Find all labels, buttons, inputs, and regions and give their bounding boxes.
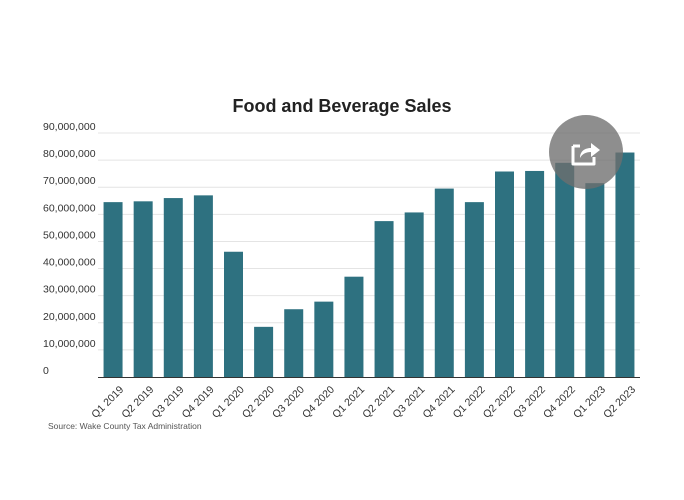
bar-q1-2022 [464, 202, 484, 377]
bar-q3-2022 [525, 170, 545, 377]
share-button[interactable] [549, 115, 623, 189]
x-tick-label: Q1 2019 [89, 384, 126, 421]
x-tick-label: Q4 2022 [541, 384, 578, 421]
y-tick-label: 70,000,000 [43, 175, 96, 187]
x-tick-label: Q3 2021 [390, 384, 427, 421]
bar-q3-2020 [284, 309, 304, 377]
x-tick-label: Q2 2023 [601, 384, 638, 421]
y-tick-label: 10,000,000 [43, 338, 96, 350]
bar-q2-2021 [374, 221, 394, 377]
bar-q1-2023 [585, 183, 605, 377]
x-tick-label: Q1 2020 [210, 384, 247, 421]
x-tick-label: Q4 2021 [421, 384, 458, 421]
y-tick-label: 40,000,000 [43, 257, 96, 269]
x-tick-label: Q2 2019 [119, 384, 156, 421]
bar-q3-2019 [163, 198, 183, 377]
x-tick-label: Q1 2021 [330, 384, 367, 421]
bar-q4-2019 [193, 195, 213, 377]
share-icon [571, 143, 600, 166]
bar-q3-2021 [404, 212, 424, 377]
x-tick-label: Q3 2020 [270, 384, 307, 421]
x-tick-label: Q2 2021 [360, 384, 397, 421]
bar-q2-2019 [133, 201, 153, 377]
bar-q4-2020 [314, 301, 334, 377]
y-tick-label: 50,000,000 [43, 229, 96, 241]
y-tick-label: 30,000,000 [43, 284, 96, 296]
y-tick-label: 0 [43, 365, 49, 377]
bars [103, 152, 635, 377]
x-tick-label: Q1 2023 [571, 384, 608, 421]
x-tick-label: Q2 2022 [481, 384, 518, 421]
source-note: Source: Wake County Tax Administration [48, 421, 202, 431]
bar-q4-2021 [434, 188, 454, 377]
x-tick-label: Q3 2022 [511, 384, 548, 421]
bar-q2-2023 [615, 152, 635, 377]
y-tick-label: 20,000,000 [43, 311, 96, 323]
chart-title: Food and Beverage Sales [232, 96, 452, 116]
bar-q4-2022 [555, 162, 575, 377]
x-tick-label: Q4 2020 [300, 384, 337, 421]
y-axis-tick-labels: 0 10,000,000 20,000,000 30,000,000 40,000,00… [43, 121, 96, 377]
y-tick-label: 80,000,000 [43, 148, 96, 160]
x-tick-label: Q4 2019 [180, 384, 217, 421]
x-tick-label: Q1 2022 [451, 384, 488, 421]
y-tick-label: 90,000,000 [43, 121, 96, 133]
bar-q1-2019 [103, 202, 123, 377]
bar-q1-2020 [224, 251, 243, 377]
bar-q2-2020 [254, 326, 274, 377]
bar-q2-2022 [495, 171, 514, 377]
gridlines [98, 132, 640, 351]
bar-q1-2021 [344, 276, 364, 377]
x-tick-label: Q2 2020 [240, 384, 277, 421]
y-tick-label: 60,000,000 [43, 202, 96, 214]
x-tick-label: Q3 2019 [150, 384, 187, 421]
